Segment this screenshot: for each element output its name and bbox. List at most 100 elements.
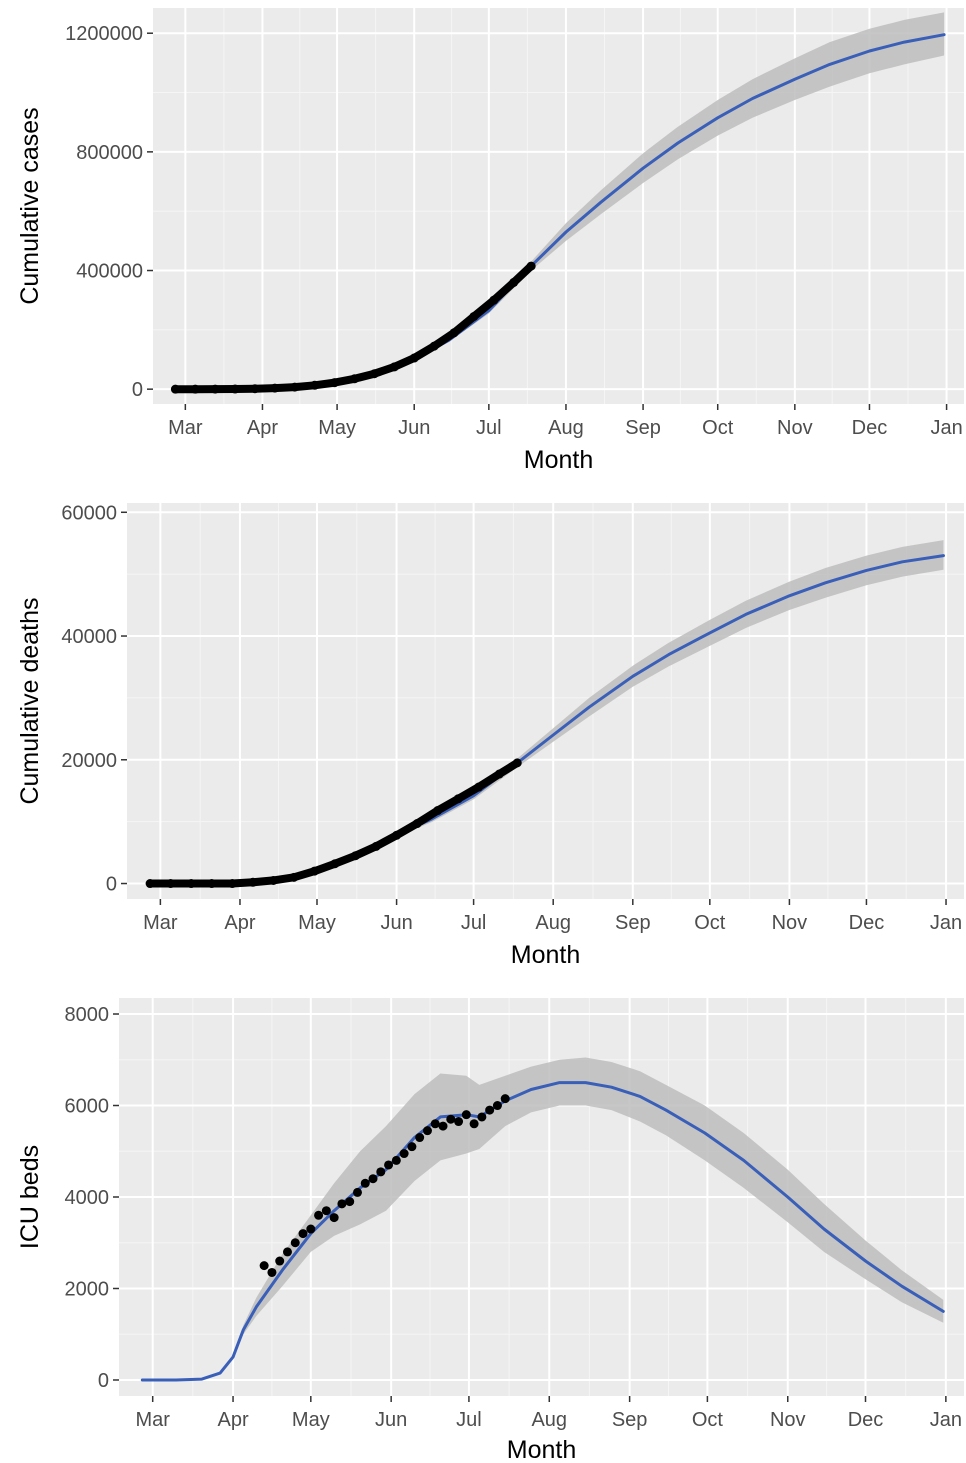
chart3-observed-point	[290, 1238, 300, 1248]
chart3-observed-point	[337, 1199, 347, 1209]
chart3-observed-point	[500, 1094, 510, 1104]
chart3-y-tick-label: 2000	[65, 1278, 110, 1300]
chart2-x-tick-label: Mar	[143, 912, 178, 934]
chart2-observed-point	[186, 879, 196, 889]
chart1-observed-point	[389, 362, 399, 372]
chart2-observed-point	[248, 877, 258, 887]
chart1-x-axis-title: Month	[524, 446, 593, 474]
chart2-x-tick-label: Apr	[224, 912, 255, 934]
chart2-observed-point	[433, 806, 443, 816]
chart3-observed-point	[415, 1133, 425, 1143]
chart3-x-tick-label: Nov	[770, 1409, 806, 1431]
chart3-observed-point	[282, 1247, 292, 1257]
chart2-observed-point	[494, 769, 504, 779]
chart1-observed-point	[509, 277, 519, 287]
chart1-x-tick-label: Dec	[852, 417, 888, 439]
chart3-x-axis-title: Month	[507, 1436, 576, 1463]
chart2-y-tick-label: 0	[106, 874, 117, 896]
chart2-y-tick-label: 60000	[61, 502, 117, 524]
chart1-observed-point	[469, 311, 479, 321]
chart2-x-axis-title: Month	[511, 941, 580, 969]
chart2-x-tick-label: Oct	[694, 912, 726, 934]
chart3-observed-point	[446, 1114, 456, 1124]
chart1-y-tick-label: 800000	[76, 142, 143, 164]
chart2-observed-point	[207, 879, 217, 889]
chart3-observed-point	[399, 1149, 409, 1159]
chart3-x-tick-label: Dec	[848, 1409, 884, 1431]
chart3-x-tick-label: Sep	[612, 1409, 648, 1431]
chart1-observed-point	[210, 384, 220, 394]
chart2-plot: Mar Apr May Jun Jul Aug Sep Oct Nov Dec Jan 0 20000 4…	[16, 502, 964, 969]
chart2-x-tick-label: Jan	[930, 912, 962, 934]
chart2-y-tick-label: 40000	[61, 626, 117, 648]
chart3-observed-point	[368, 1174, 378, 1184]
chart3-observed-point	[485, 1105, 495, 1115]
chart1-ribbon	[175, 12, 945, 390]
chart2-y-tick-label: 20000	[61, 750, 117, 772]
chart1-y-tick-label: 400000	[76, 261, 143, 283]
chart3-observed-point	[454, 1117, 464, 1127]
chart3-observed-point	[275, 1256, 285, 1266]
chart3-observed-point	[314, 1210, 324, 1220]
chart3-x-tick-label: Jun	[375, 1409, 407, 1431]
chart3-x-tick-label: Apr	[217, 1409, 248, 1431]
chart3-observed-point	[492, 1101, 502, 1111]
chart3-observed-point	[391, 1155, 401, 1165]
chart3-observed-point	[306, 1224, 316, 1234]
chart1-x-tick-label: Jun	[398, 417, 430, 439]
chart1-x-tick-label: Jul	[476, 417, 502, 439]
chart3-x-tick-label: Oct	[692, 1409, 724, 1431]
chart2-observed-point	[227, 879, 237, 889]
chart2-observed-point	[453, 794, 463, 804]
chart2-observed-point	[309, 866, 319, 876]
chart2-observed-point	[392, 830, 402, 840]
chart3-y-axis-title: ICU beds	[16, 1145, 44, 1249]
chart3-observed-point	[422, 1126, 432, 1136]
chart3-observed-point	[407, 1142, 417, 1152]
chart3-observed-point	[376, 1167, 386, 1177]
chart3-fit-line	[140, 1081, 945, 1382]
chart2-observed-point	[512, 758, 522, 768]
chart1-observed-point	[409, 353, 419, 363]
chart2-observed-point	[289, 872, 299, 882]
chart1-x-tick-label: Nov	[777, 417, 813, 439]
chart1-plot: Mar Apr May Jun Jul Aug Sep Oct Nov Dec Jan 0 400000…	[16, 8, 964, 474]
chart1-observed-point	[230, 384, 240, 394]
chart2-observed-point	[371, 841, 381, 851]
chart2-ribbon	[150, 540, 944, 884]
chart3-observed-point	[352, 1187, 362, 1197]
chart3-y-tick-label: 4000	[65, 1187, 110, 1209]
chart3-ribbon	[142, 1057, 944, 1380]
chart2-x-tick-label: Sep	[615, 912, 651, 934]
chart1-observed-point	[170, 384, 180, 394]
chart1-observed-point	[449, 328, 459, 338]
chart1-observed-point	[250, 384, 260, 394]
chart3-observed-point	[298, 1229, 308, 1239]
chart2-observed-point	[268, 875, 278, 885]
chart2-observed-point	[145, 879, 155, 889]
chart2-observed-point	[474, 782, 484, 792]
chart3-observed-point	[469, 1119, 479, 1129]
chart3-observed-point	[267, 1267, 277, 1277]
chart2-observed-point	[166, 879, 176, 889]
chart2-panel-background	[127, 503, 964, 899]
chart3-observed-point	[345, 1197, 355, 1207]
chart2-observed-point	[412, 819, 422, 829]
chart3-x-tick-label: Jul	[456, 1409, 482, 1431]
chart1-observed-point	[330, 378, 340, 388]
chart2-x-tick-label: Aug	[535, 912, 571, 934]
chart3-plot: Mar Apr May Jun Jul Aug Sep Oct Nov Dec Jan 0 2000 40…	[16, 998, 964, 1463]
chart1-observed-point	[190, 384, 200, 394]
chart3-x-tick-label: May	[292, 1409, 330, 1431]
chart2-y-axis-title: Cumulative deaths	[16, 597, 44, 804]
chart1-x-tick-label: Apr	[247, 417, 278, 439]
chart3-observed-point	[259, 1261, 269, 1271]
chart3-observed-point	[477, 1112, 487, 1122]
chart3-y-tick-label: 8000	[65, 1004, 110, 1026]
chart2-observed-point	[351, 851, 361, 861]
chart1-x-tick-label: Mar	[168, 417, 203, 439]
chart2-x-tick-label: Nov	[772, 912, 808, 934]
chart1-observed-point	[526, 261, 536, 271]
chart2-observed-point	[330, 859, 340, 869]
